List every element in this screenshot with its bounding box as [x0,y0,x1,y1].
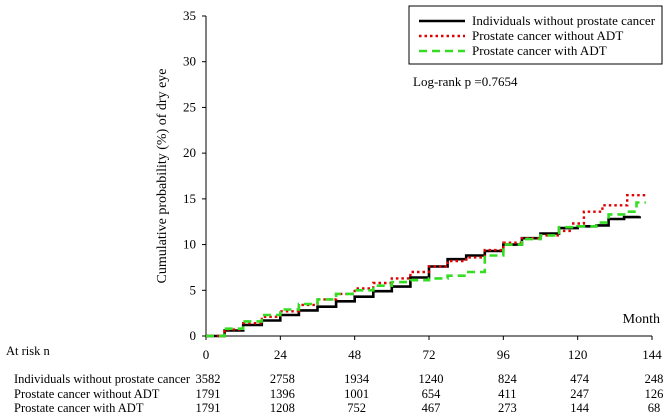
series-line-1 [206,215,641,338]
risk-value: 1240 [419,372,444,386]
y-tick-label: 10 [183,237,196,252]
y-tick-label: 0 [190,328,197,343]
risk-value: 144 [570,401,590,415]
risk-value: 752 [347,401,366,415]
risk-value: 68 [648,401,661,415]
x-axis-ticks: 0 24 48 72 96 120 144 [203,336,662,362]
risk-value: 824 [498,372,518,386]
y-axis-label: Cumulative probability (%) of dry eye [155,69,170,284]
series-line-2 [206,194,646,338]
y-tick-label: 35 [183,8,196,23]
x-tick-label: 96 [497,347,511,362]
risk-value: 126 [645,387,664,401]
legend-label: Prostate cancer without ADT [472,28,623,43]
legend: Individuals without prostate cancerProst… [408,5,663,65]
x-tick-label: 120 [568,347,588,362]
at-risk-table: Individuals without prostate cancer 3582 2… [14,372,663,415]
risk-value: 1934 [344,372,370,386]
y-tick-label: 20 [183,145,196,160]
risk-value: 1791 [196,401,221,415]
risk-row-label: Prostate cancer with ADT [14,401,144,415]
y-axis-ticks: 0 5 10 15 20 25 30 35 [183,8,206,343]
legend-box [408,5,663,65]
risk-value: 1791 [196,387,221,401]
x-axis-label: Month [623,312,660,327]
risk-row-label: Individuals without prostate cancer [14,372,191,386]
x-tick-label: 24 [274,347,288,362]
at-risk-header: At risk n [6,344,51,358]
y-tick-label: 5 [190,282,197,297]
legend-label: Prostate cancer with ADT [472,43,607,58]
risk-value: 247 [570,387,589,401]
y-tick-label: 30 [183,54,196,69]
risk-value: 273 [498,401,517,415]
risk-value: 2758 [270,372,295,386]
risk-value: 411 [498,387,516,401]
risk-value: 467 [422,401,441,415]
x-tick-label: 72 [423,347,436,362]
x-tick-label: 48 [348,347,361,362]
series-lines [206,194,646,338]
risk-value: 1208 [270,401,295,415]
risk-value: 1001 [344,387,369,401]
risk-value: 654 [422,387,442,401]
risk-row-label: Prostate cancer without ADT [14,387,160,401]
legend-label: Individuals without prostate cancer [472,13,656,28]
risk-value: 3582 [196,372,221,386]
risk-value: 248 [645,372,664,386]
log-rank-annotation: Log-rank p =0.7654 [413,74,518,89]
y-tick-label: 15 [183,191,196,206]
risk-value: 1396 [270,387,295,401]
x-tick-label: 0 [203,347,210,362]
series-line-3 [206,201,646,338]
risk-value: 474 [570,372,590,386]
y-tick-label: 25 [183,99,196,114]
x-tick-label: 144 [642,347,662,362]
